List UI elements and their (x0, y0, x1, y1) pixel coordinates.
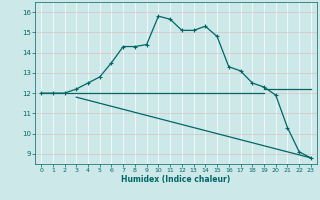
X-axis label: Humidex (Indice chaleur): Humidex (Indice chaleur) (121, 175, 231, 184)
